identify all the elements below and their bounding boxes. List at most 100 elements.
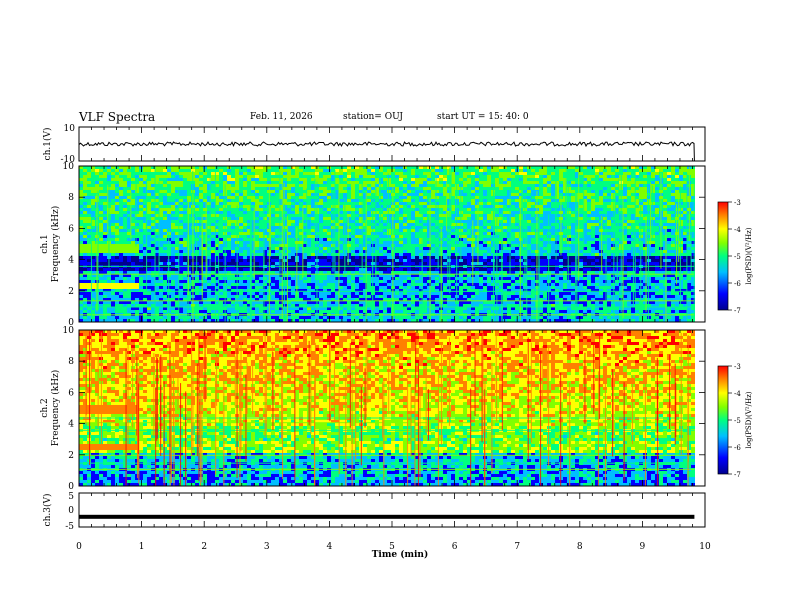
spectrogram-cell <box>131 199 135 202</box>
spectrogram-cell <box>95 169 99 172</box>
spectrogram-cell <box>323 217 327 220</box>
spectrogram-cell <box>159 289 163 292</box>
spectrogram-cell <box>367 319 371 322</box>
spectrogram-cell <box>399 229 403 232</box>
spectrogram-cell <box>291 298 295 301</box>
spectrogram-cell <box>307 253 311 256</box>
spectrogram-cell <box>343 292 347 295</box>
spectrogram-cell <box>83 304 87 307</box>
spectrogram-cell <box>411 274 415 277</box>
spectrogram-cell <box>427 172 431 175</box>
spectrogram-cell <box>87 274 91 277</box>
spectrogram-cell <box>355 247 359 250</box>
spectrogram-cell <box>199 211 203 214</box>
spectrogram-cell <box>243 316 247 319</box>
spectrogram-cell <box>451 220 455 223</box>
spectrogram-cell <box>87 202 91 205</box>
spectrogram-cell <box>115 214 119 217</box>
spectrogram-cell <box>227 244 231 247</box>
spectrogram-cell <box>447 214 451 217</box>
spectrogram-cell <box>231 295 235 298</box>
spectrogram-cell <box>447 247 451 250</box>
spectrogram-cell <box>135 307 139 310</box>
spectrogram-cell <box>371 169 375 172</box>
spectrogram-cell <box>299 307 303 310</box>
spectrogram-cell <box>123 202 127 205</box>
spectrogram-cell <box>131 307 135 310</box>
spectrogram-cell <box>379 301 383 304</box>
spectrogram-cell <box>411 289 415 292</box>
spectrogram-cell <box>287 280 291 283</box>
spectrogram-cell <box>359 292 363 295</box>
spectrogram-cell <box>399 220 403 223</box>
spectrogram-cell <box>243 181 247 184</box>
spectrogram-cell <box>143 295 147 298</box>
spectrogram-cell <box>207 223 211 226</box>
spectrogram-cell <box>399 253 403 256</box>
spectrogram-cell <box>395 226 399 229</box>
spectrogram-cell <box>435 283 439 286</box>
spectrogram-cell <box>391 181 395 184</box>
spectrogram-cell <box>311 316 315 319</box>
spectrogram-cell <box>359 274 363 277</box>
spectrogram-cell <box>419 301 423 304</box>
spectrogram-cell <box>399 238 403 241</box>
spectrogram-cell <box>127 301 131 304</box>
spectrogram-cell <box>87 301 91 304</box>
spectrogram-cell <box>295 175 299 178</box>
spectrogram-cell <box>187 268 191 271</box>
spectrogram-cell <box>207 190 211 193</box>
spectrogram-cell <box>435 298 439 301</box>
spectrogram-cell <box>243 184 247 187</box>
spectrogram-cell <box>163 169 167 172</box>
spectrogram-cell <box>367 208 371 211</box>
spectrogram-cell <box>247 247 251 250</box>
spectrogram-cell <box>363 232 367 235</box>
spectrogram-cell <box>435 268 439 271</box>
spectrogram-cell <box>175 301 179 304</box>
spectrogram-cell <box>123 259 127 262</box>
spectrogram-cell <box>239 247 243 250</box>
spectrogram-cell <box>447 205 451 208</box>
spectrogram-cell <box>359 223 363 226</box>
spectrogram-cell <box>119 244 123 247</box>
spectrogram-cell <box>419 235 423 238</box>
spectrogram-cell <box>395 232 399 235</box>
spectrogram-cell <box>179 283 183 286</box>
spectrogram-cell <box>179 196 183 199</box>
spectrogram-cell <box>339 256 343 259</box>
spectrogram-cell <box>279 319 283 322</box>
spectrogram-cell <box>83 286 87 289</box>
spectrogram-cell <box>127 304 131 307</box>
spectrogram-cell <box>247 271 251 274</box>
ch1-waveform-panel: 10 -10 ch.1(V) <box>42 124 706 165</box>
spectrogram-cell <box>159 169 163 172</box>
spectrogram-cell <box>111 271 115 274</box>
spectrogram-cell <box>335 250 339 253</box>
spectrogram-cell <box>211 256 215 259</box>
spectrogram-cell <box>207 253 211 256</box>
spectrogram-cell <box>159 232 163 235</box>
spectrogram-cell <box>127 307 131 310</box>
spectrogram-cell <box>351 280 355 283</box>
spectrogram-cell <box>143 220 147 223</box>
spectrogram-cell <box>143 211 147 214</box>
spectrogram-cell <box>443 193 447 196</box>
spectrogram-cell <box>327 232 331 235</box>
spectrogram-cell <box>211 178 215 181</box>
spectrogram-cell <box>443 241 447 244</box>
spectrogram-cell <box>399 247 403 250</box>
spectrogram-cell <box>187 226 191 229</box>
spectrogram-cell <box>307 250 311 253</box>
spectrogram-cell <box>419 226 423 229</box>
spectrogram-cell <box>79 202 83 205</box>
spectrogram-cell <box>347 220 351 223</box>
spectrogram-cell <box>143 166 147 169</box>
spectrogram-cell <box>231 307 235 310</box>
spectrogram-cell <box>143 271 147 274</box>
spectrogram-cell <box>251 304 255 307</box>
spectrogram-cell <box>79 193 83 196</box>
spectrogram-cell <box>319 304 323 307</box>
spectrogram-cell <box>399 298 403 301</box>
spectrogram-cell <box>355 238 359 241</box>
